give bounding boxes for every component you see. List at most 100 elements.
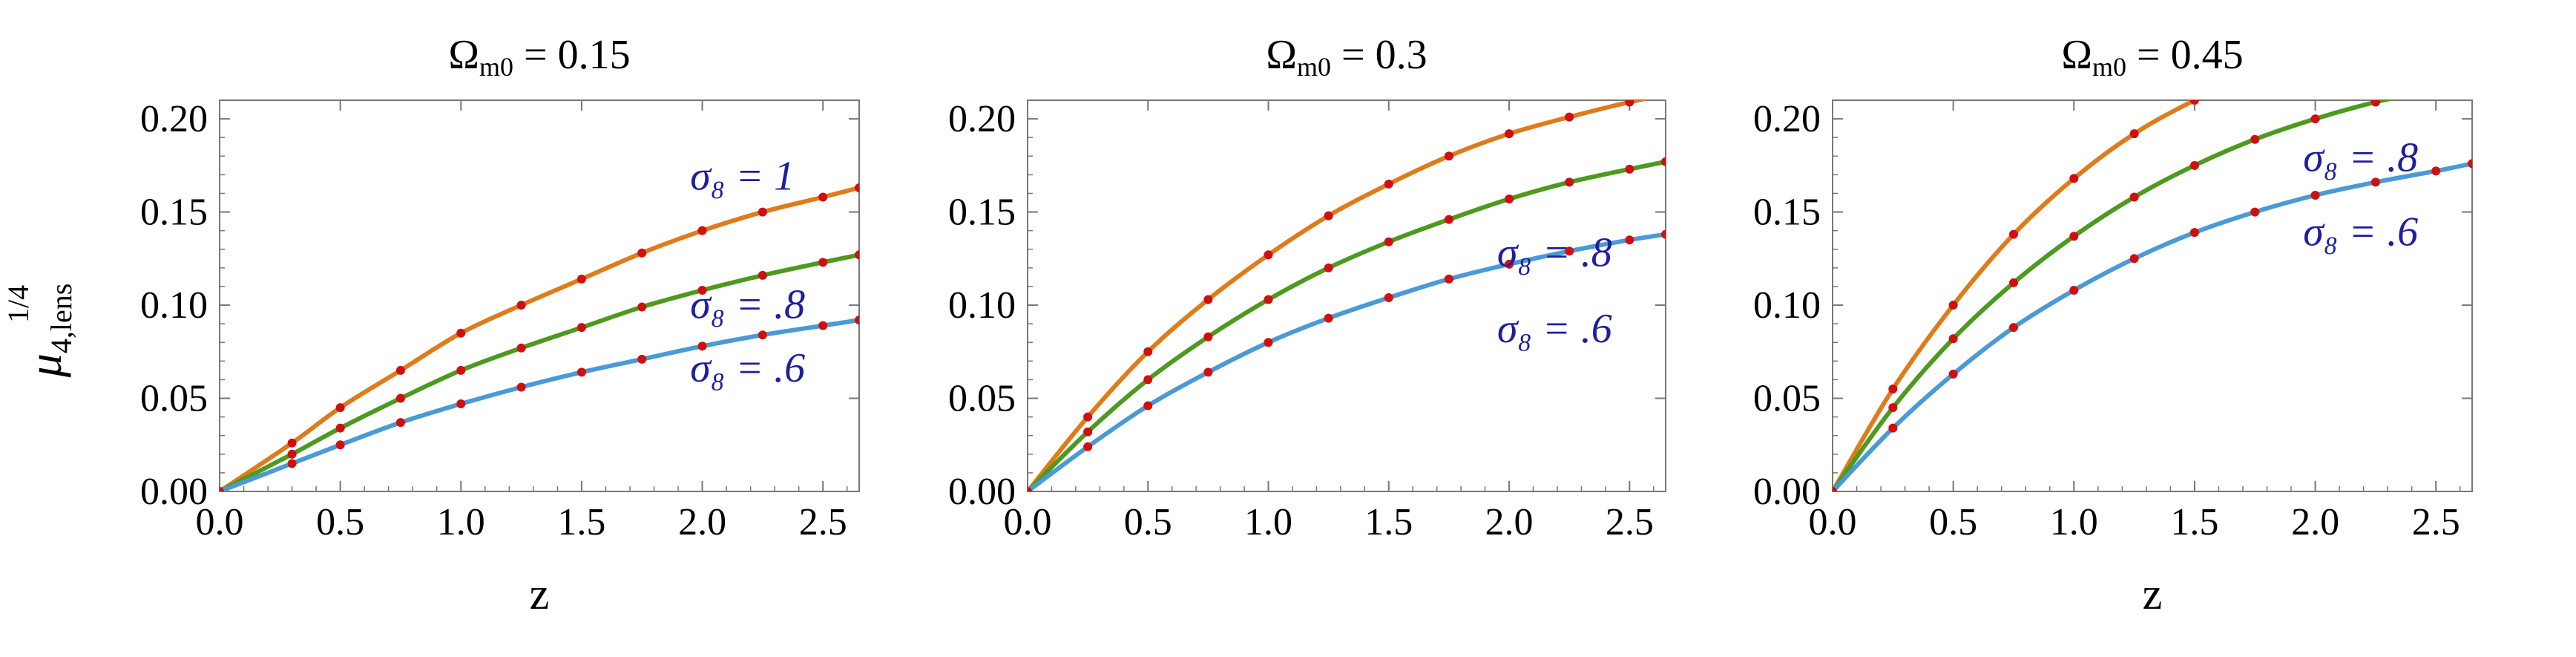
data-point-2	[758, 330, 767, 340]
data-point-1	[2129, 192, 2139, 202]
x-tick-label: 0.0	[196, 501, 244, 543]
data-point-2	[2250, 207, 2260, 217]
sigma8-annotation: σ₈ = .6	[690, 345, 805, 391]
data-point-0	[1948, 301, 1958, 310]
x-axis-label: z	[530, 569, 550, 618]
data-point-0	[2250, 68, 2259, 76]
data-point-2	[2129, 254, 2139, 264]
data-point-1	[697, 285, 707, 295]
y-tick-label: 0.10	[948, 284, 1016, 327]
title-subscript: m0	[479, 52, 513, 82]
data-point-1	[2431, 85, 2440, 94]
data-point-2	[1444, 274, 1453, 284]
data-point-1	[1565, 177, 1574, 187]
data-point-0	[758, 207, 767, 217]
plot-frame	[1832, 99, 2473, 492]
data-point-0	[855, 183, 859, 192]
data-point-0	[1565, 112, 1574, 122]
data-point-0	[287, 438, 297, 448]
sigma8-annotation: σ₈ = .6	[1497, 306, 1612, 352]
data-point-0	[456, 328, 466, 338]
data-point-0	[1083, 412, 1093, 422]
data-point-1	[1264, 295, 1273, 304]
plot-frame	[1027, 99, 1666, 492]
x-tick-label: 0.5	[1929, 501, 1977, 543]
series-group	[1028, 90, 1670, 491]
y-axis-label-sup: 1/4	[1, 285, 35, 323]
data-point-2	[2310, 190, 2320, 200]
y-tick-label: 0.15	[948, 192, 1016, 234]
data-point-2	[576, 367, 586, 377]
data-point-0	[1444, 151, 1453, 161]
y-tick-label: 0.05	[140, 378, 208, 420]
panel-omega-0.15: 0.0 0.5 1.0 1.5 2.0 2.5 0.00 0.05 0.10 0.15 0.20 Ωm…	[140, 32, 860, 618]
x-tick-label: 1.0	[1244, 501, 1292, 543]
data-point-1	[1444, 215, 1453, 224]
x-tick-label: 0.0	[1809, 501, 1857, 543]
data-point-0	[335, 403, 345, 413]
data-point-2	[2189, 228, 2199, 238]
data-point-1	[516, 343, 526, 353]
data-point-1	[1505, 195, 1514, 204]
data-point-2	[1833, 487, 1837, 491]
data-point-2	[2370, 177, 2380, 187]
data-point-0	[2129, 129, 2139, 139]
data-point-0	[637, 248, 647, 258]
x-tick-label: 0.5	[1124, 501, 1172, 543]
data-point-1	[1888, 403, 1898, 413]
plot-frame	[219, 99, 860, 492]
data-point-1	[456, 365, 466, 375]
y-axis-label: μ4,lens 1/4	[1, 284, 78, 379]
y-axis-label-base: μ	[19, 353, 71, 378]
data-point-1	[855, 250, 859, 260]
data-point-0	[2069, 174, 2079, 183]
x-tick-label: 1.5	[2170, 501, 2218, 543]
sigma8-annotation: σ₈ = .8	[690, 282, 805, 328]
data-point-0	[395, 365, 405, 375]
data-point-0	[1661, 90, 1670, 99]
data-point-1	[758, 270, 767, 280]
x-axis-label: z	[2143, 569, 2163, 618]
data-point-0	[2008, 229, 2018, 239]
sigma8-annotation: σ₈ = .6	[2303, 209, 2418, 255]
data-point-2	[2008, 323, 2018, 333]
data-point-0	[818, 192, 828, 202]
data-point-2	[1888, 423, 1898, 433]
data-point-2	[1565, 246, 1574, 256]
data-point-2	[1203, 367, 1213, 377]
data-point-2	[1143, 401, 1153, 411]
data-point-1	[1661, 157, 1666, 166]
x-tick-label: 2.0	[678, 501, 726, 543]
data-point-0	[576, 274, 586, 284]
data-point-1	[2250, 134, 2260, 144]
title-subscript: m0	[2092, 52, 2126, 82]
x-tick-label: 1.0	[437, 501, 485, 543]
data-point-2	[335, 440, 345, 450]
data-point-2	[1083, 442, 1093, 451]
data-point-2	[1264, 338, 1273, 347]
data-point-1	[2008, 278, 2018, 287]
data-point-2	[220, 487, 224, 491]
data-point-0	[516, 301, 526, 310]
panel-title: Ωm0 = 0.3	[1266, 32, 1427, 82]
y-tick-label: 0.00	[948, 471, 1016, 513]
data-point-1	[2189, 160, 2199, 170]
title-symbol: Ω	[2061, 32, 2092, 78]
data-point-2	[855, 316, 859, 325]
y-tick-label: 0.20	[1753, 98, 1821, 140]
data-point-1	[395, 393, 405, 403]
series-group	[220, 183, 859, 491]
data-point-1	[818, 258, 828, 267]
y-tick-label: 0.20	[140, 98, 208, 140]
title-subscript: m0	[1297, 52, 1331, 82]
svg-text:μ4,lens: μ4,lens	[19, 284, 78, 379]
x-tick-label: 1.5	[557, 501, 605, 543]
y-tick-label: 0.00	[1753, 471, 1821, 513]
y-axis-label-sub: 4,lens	[45, 284, 78, 353]
data-point-0	[697, 226, 707, 235]
data-point-2	[516, 382, 526, 392]
data-point-1	[1083, 427, 1093, 437]
data-point-1	[1203, 332, 1213, 341]
data-point-2	[2069, 285, 2079, 295]
y-tick-label: 0.05	[948, 378, 1016, 420]
